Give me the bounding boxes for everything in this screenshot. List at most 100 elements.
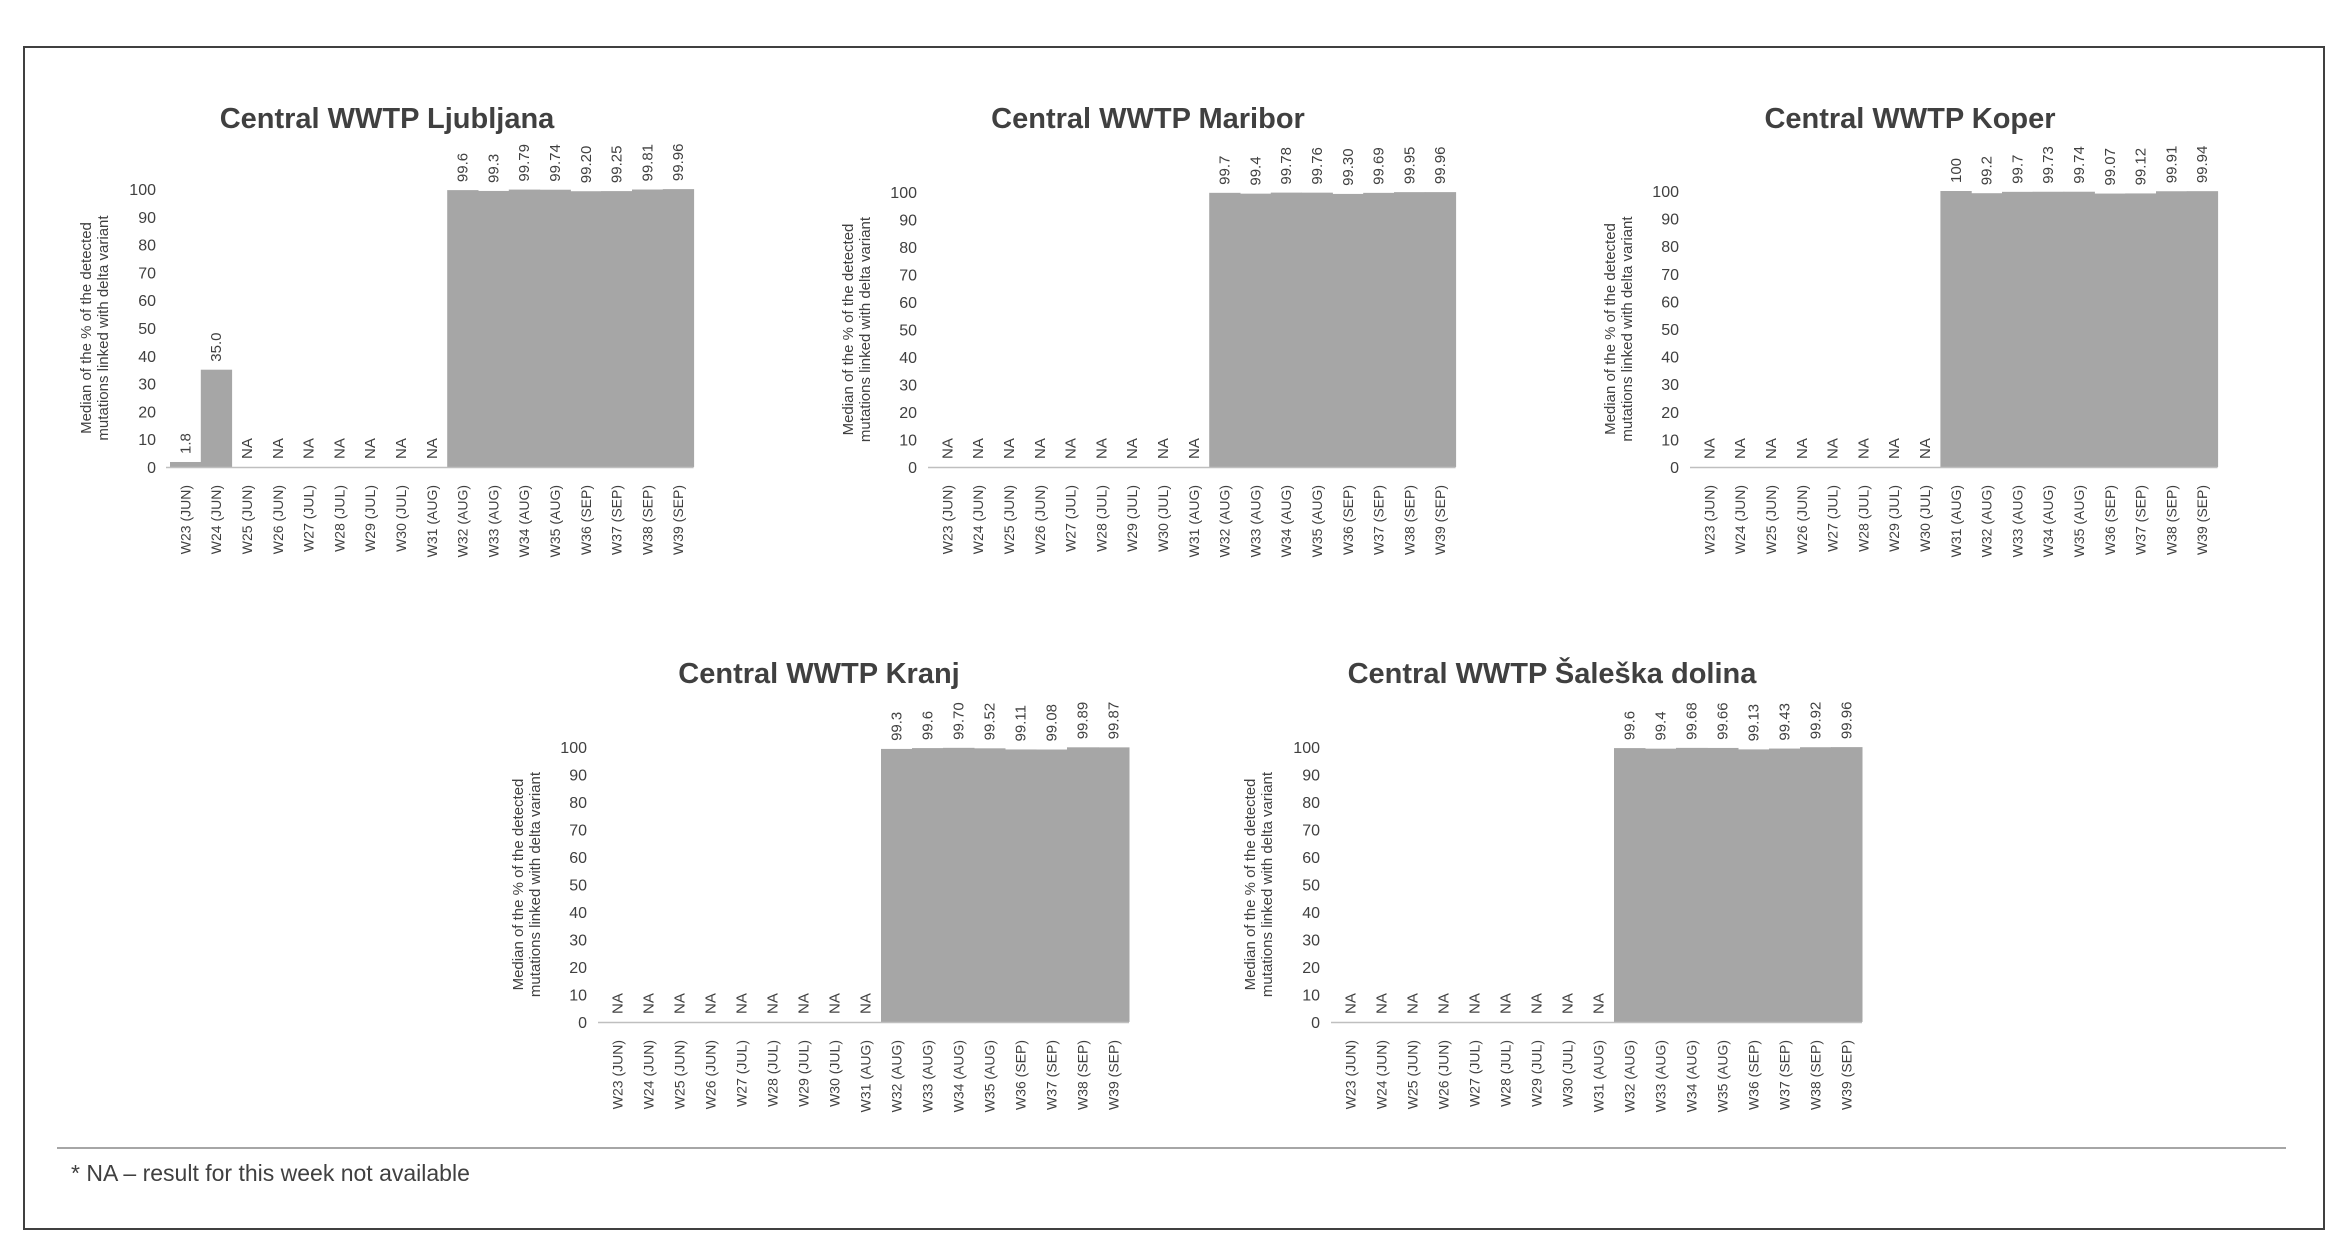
bar	[1614, 748, 1646, 1022]
x-tick-label: W33 (AUG)	[920, 1040, 936, 1112]
x-tick-label: W23 (JUN)	[177, 485, 193, 554]
data-label: 99.3	[889, 712, 906, 741]
x-tick-label: W33 (AUG)	[1247, 485, 1263, 557]
x-tick-label: W39 (SEP)	[1432, 485, 1448, 555]
x-tick-label: W30 (JUL)	[1560, 1040, 1576, 1107]
data-label: NA	[1155, 438, 1172, 459]
data-label: 99.6	[455, 153, 472, 182]
data-label: 99.07	[2102, 148, 2119, 186]
y-tick-label: 0	[147, 460, 156, 477]
y-tick-label: 70	[569, 823, 587, 840]
x-tick-label: W29 (JUL)	[1529, 1040, 1545, 1107]
data-label: 99.3	[485, 154, 502, 183]
data-label: 99.66	[1715, 702, 1732, 740]
bar	[508, 189, 541, 467]
x-tick-label: W33 (AUG)	[2009, 485, 2025, 557]
x-tick-label: W36 (SEP)	[1746, 1040, 1762, 1110]
data-label: NA	[796, 993, 813, 1014]
bar	[1676, 747, 1708, 1022]
x-tick-label: W24 (JUN)	[208, 485, 224, 554]
x-tick-label: W35 (AUG)	[547, 485, 563, 557]
bar	[2186, 191, 2219, 468]
data-label: NA	[362, 438, 379, 459]
data-label: NA	[393, 438, 410, 459]
y-axis-label: Median of the % of the detected	[840, 224, 857, 436]
y-tick-label: 100	[560, 740, 587, 757]
x-tick-label: W35 (AUG)	[1309, 485, 1325, 557]
footnote: * NA – result for this week not availabl…	[71, 1160, 470, 1186]
y-tick-label: 20	[1661, 405, 1679, 422]
bar	[2125, 193, 2157, 467]
x-tick-label: W31 (AUG)	[858, 1040, 874, 1112]
bar	[1645, 748, 1677, 1022]
data-label: NA	[1405, 993, 1422, 1014]
bar	[539, 189, 571, 468]
x-tick-label: W23 (JUN)	[939, 485, 955, 554]
y-tick-label: 80	[899, 240, 917, 257]
data-label: NA	[1186, 438, 1203, 459]
x-tick-label: W31 (AUG)	[1591, 1040, 1607, 1112]
y-tick-label: 100	[1293, 740, 1320, 757]
bar	[2094, 193, 2126, 467]
y-tick-label: 70	[899, 268, 917, 285]
bar	[1424, 192, 1457, 468]
data-label: NA	[1093, 438, 1110, 459]
x-tick-label: W39 (SEP)	[670, 485, 686, 555]
data-label: NA	[239, 438, 256, 459]
x-tick-label: W27 (JUL)	[734, 1040, 750, 1107]
data-label: NA	[1032, 438, 1049, 459]
data-label: NA	[331, 438, 348, 459]
y-tick-label: 60	[1302, 850, 1320, 867]
data-label: NA	[1825, 438, 1842, 459]
data-label: NA	[1529, 993, 1546, 1014]
data-label: 99.25	[609, 146, 626, 184]
data-label: 99.87	[1106, 702, 1123, 740]
x-tick-label: W38 (SEP)	[1401, 485, 1417, 555]
y-axis-label: Median of the % of the detected	[1242, 779, 1259, 991]
figure-frame	[23, 46, 2325, 1230]
x-tick-label: W35 (AUG)	[2071, 485, 2087, 557]
bar	[912, 748, 944, 1022]
data-label: NA	[734, 993, 751, 1014]
chart-title: Central WWTP Kranj	[678, 658, 959, 690]
data-label: 99.79	[516, 144, 533, 182]
bar	[1707, 747, 1739, 1022]
y-tick-label: 10	[1661, 432, 1679, 449]
bar	[1831, 747, 1863, 1022]
x-tick-label: W26 (JUN)	[703, 1040, 719, 1109]
data-label: 99.78	[1278, 147, 1295, 185]
data-label: NA	[1343, 993, 1360, 1014]
y-tick-label: 90	[1661, 212, 1679, 229]
y-tick-label: 30	[899, 378, 917, 395]
x-tick-label: W36 (SEP)	[1340, 485, 1356, 555]
chart-panel: Central WWTP Koper Median of the % of the…	[1602, 103, 2219, 557]
x-tick-label: W32 (AUG)	[889, 1040, 905, 1112]
y-tick-label: 40	[1302, 905, 1320, 922]
data-label: 99.70	[951, 702, 968, 740]
x-tick-label: W31 (AUG)	[424, 485, 440, 557]
y-tick-label: 0	[578, 1015, 587, 1032]
bar	[1098, 747, 1130, 1022]
y-tick-label: 50	[569, 878, 587, 895]
data-label: NA	[1560, 993, 1577, 1014]
data-label: NA	[1886, 438, 1903, 459]
data-label: NA	[1436, 993, 1453, 1014]
x-tick-label: W32 (AUG)	[1217, 485, 1233, 557]
x-tick-label: W26 (JUN)	[1032, 485, 1048, 554]
x-tick-label: W23 (JUN)	[1343, 1040, 1359, 1109]
x-tick-label: W25 (JUN)	[1763, 485, 1779, 554]
bar	[1209, 192, 1241, 467]
y-tick-label: 90	[1302, 768, 1320, 785]
x-tick-label: W29 (JUL)	[796, 1040, 812, 1107]
footnote-divider	[57, 1147, 2286, 1149]
data-label: NA	[424, 438, 441, 459]
x-tick-label: W37 (SEP)	[1044, 1040, 1060, 1110]
data-label: NA	[1591, 993, 1608, 1014]
y-tick-label: 60	[899, 295, 917, 312]
y-axis-label: mutations linked with delta variant	[1259, 771, 1276, 997]
x-tick-label: W37 (SEP)	[2133, 485, 2149, 555]
y-tick-label: 20	[1302, 960, 1320, 977]
y-tick-label: 10	[1302, 988, 1320, 1005]
x-tick-label: W37 (SEP)	[609, 485, 625, 555]
y-axis-label: Median of the % of the detected	[78, 222, 95, 434]
